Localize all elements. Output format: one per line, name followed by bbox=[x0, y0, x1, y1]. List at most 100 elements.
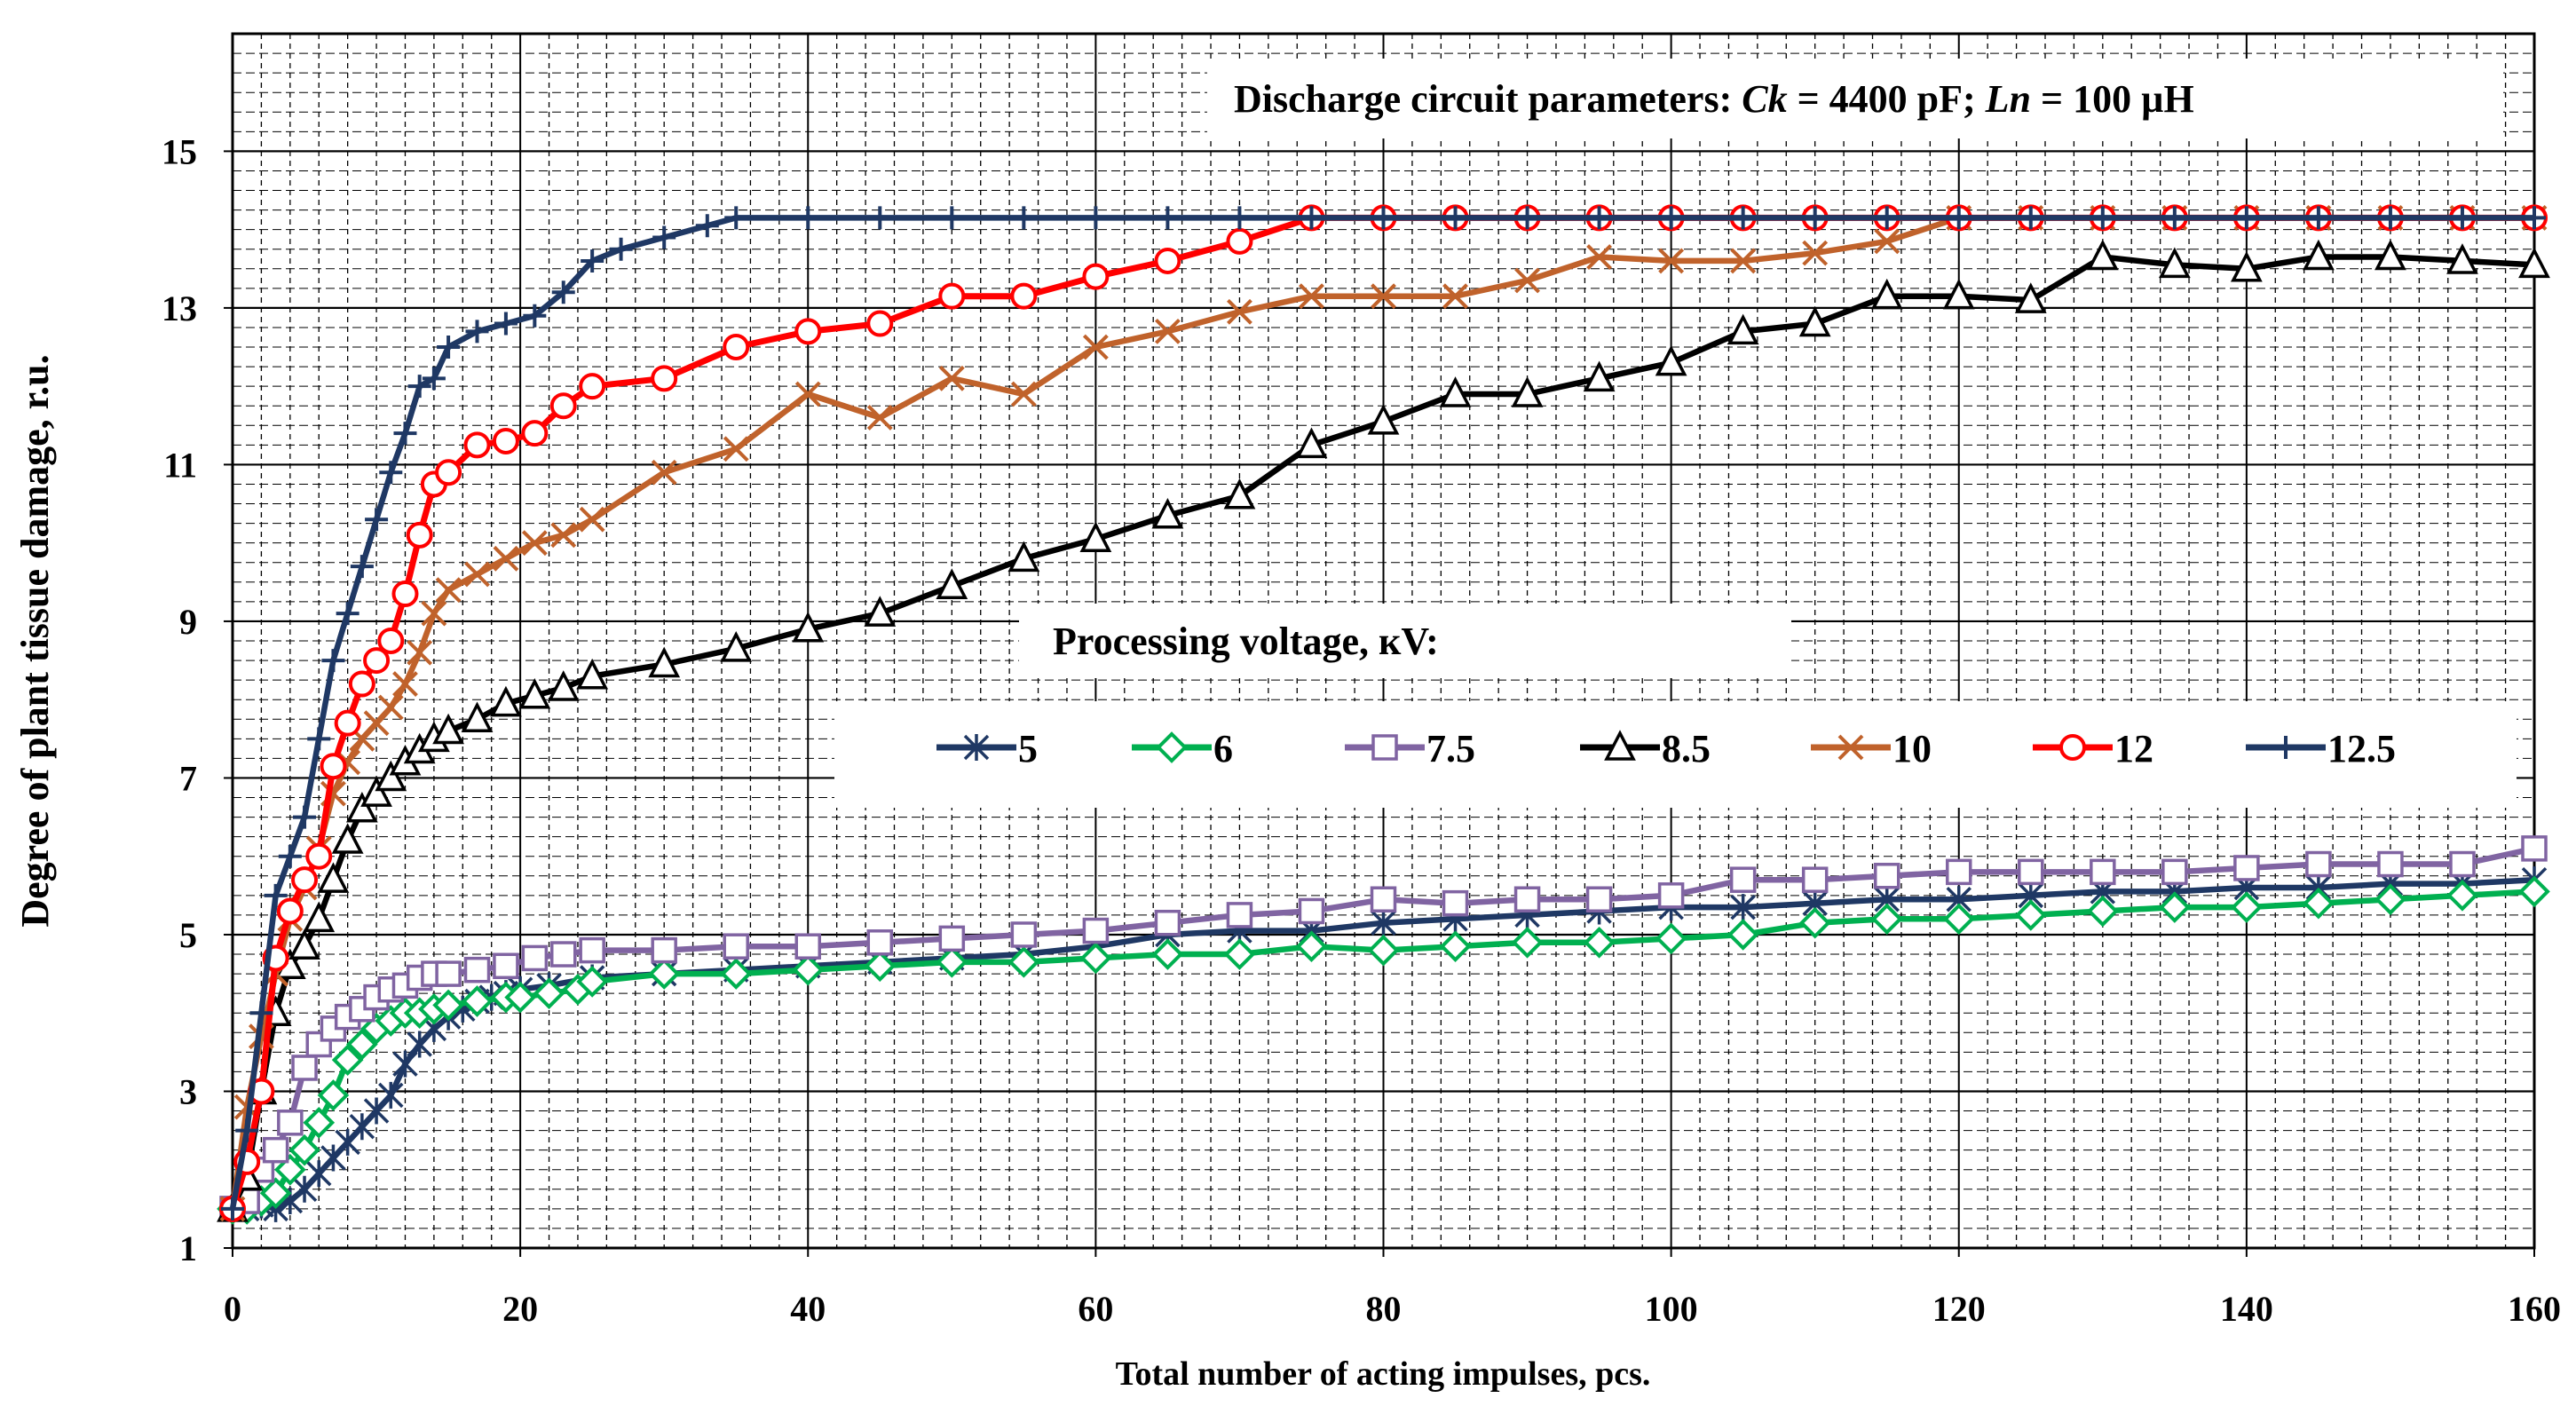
data-point-marker bbox=[493, 545, 519, 572]
series-7_5 bbox=[219, 835, 2548, 1222]
data-point-marker bbox=[523, 304, 547, 328]
data-point-marker bbox=[521, 420, 549, 447]
data-point-marker bbox=[2446, 243, 2478, 274]
data-point-marker bbox=[866, 929, 894, 956]
data-point-marker bbox=[2518, 875, 2550, 908]
data-point-marker bbox=[1151, 938, 1184, 970]
data-point-marker bbox=[2162, 206, 2186, 230]
data-point-marker bbox=[579, 373, 606, 400]
data-point-marker bbox=[720, 958, 753, 990]
data-point-marker bbox=[1367, 404, 1400, 435]
legend-title: Processing voltage, кV: bbox=[1019, 604, 1791, 678]
data-point-marker bbox=[1154, 909, 1181, 936]
data-point-marker bbox=[648, 958, 681, 990]
data-point-marker bbox=[2446, 880, 2478, 912]
data-point-marker bbox=[1223, 478, 1256, 510]
data-point-marker bbox=[1442, 889, 1469, 917]
data-point-marker bbox=[490, 685, 522, 717]
data-point-marker bbox=[2377, 850, 2404, 878]
parameters-annotation: Discharge circuit parameters: Ck = 4400 … bbox=[1207, 59, 2503, 138]
data-point-marker bbox=[1079, 521, 1112, 553]
data-point-marker bbox=[1727, 919, 1759, 951]
data-point-marker bbox=[435, 960, 462, 987]
legend-label: 6 bbox=[1213, 727, 1233, 770]
legend-swatch-marker bbox=[2274, 736, 2297, 759]
data-point-marker bbox=[288, 1134, 320, 1166]
legend-swatch-marker bbox=[1604, 730, 1636, 761]
data-point-marker bbox=[437, 336, 461, 359]
data-point-marker bbox=[320, 753, 347, 780]
data-point-marker bbox=[348, 670, 375, 698]
data-point-marker bbox=[461, 701, 494, 733]
legend-title-background bbox=[1019, 604, 1791, 678]
data-point-marker bbox=[549, 392, 577, 420]
y-tick-label: 5 bbox=[179, 915, 197, 955]
x-tick-label: 140 bbox=[2220, 1289, 2273, 1329]
data-point-marker bbox=[1371, 909, 1396, 936]
data-point-marker bbox=[379, 461, 403, 485]
data-point-marker bbox=[2378, 206, 2402, 230]
data-point-marker bbox=[651, 459, 677, 486]
y-tick-label: 3 bbox=[179, 1071, 197, 1111]
data-point-marker bbox=[2159, 891, 2191, 923]
x-tick-label: 60 bbox=[1078, 1289, 1113, 1329]
data-point-marker bbox=[792, 611, 825, 643]
data-point-marker bbox=[463, 431, 491, 459]
data-point-marker bbox=[249, 1001, 273, 1025]
data-point-marker bbox=[2158, 247, 2191, 279]
data-point-marker bbox=[1942, 278, 1975, 310]
data-point-marker bbox=[651, 936, 677, 964]
data-point-marker bbox=[549, 941, 577, 968]
series-12_5 bbox=[221, 206, 2546, 1220]
data-point-marker bbox=[648, 646, 681, 678]
data-point-marker bbox=[1798, 906, 1831, 939]
legend-label: 10 bbox=[1892, 727, 1932, 770]
legend-entry: 6 bbox=[1132, 727, 1233, 770]
data-point-marker bbox=[1295, 427, 1328, 459]
data-point-marker bbox=[794, 933, 821, 960]
annotation-background bbox=[1207, 59, 2503, 138]
data-point-marker bbox=[464, 561, 490, 588]
data-point-marker bbox=[794, 318, 822, 345]
legend-entry: 12.5 bbox=[2246, 727, 2396, 770]
data-point-marker bbox=[1801, 866, 1829, 893]
data-point-marker bbox=[346, 1028, 378, 1061]
data-point-marker bbox=[259, 1177, 292, 1210]
data-point-marker bbox=[1730, 248, 1757, 274]
y-tick-label: 7 bbox=[179, 758, 197, 798]
data-point-marker bbox=[1870, 903, 1903, 936]
data-point-marker bbox=[652, 225, 676, 249]
data-point-marker bbox=[1298, 897, 1325, 925]
data-point-marker bbox=[1151, 497, 1184, 529]
data-point-marker bbox=[533, 977, 565, 1009]
data-point-marker bbox=[1946, 858, 1972, 886]
data-point-marker bbox=[1511, 376, 1544, 407]
data-point-marker bbox=[1875, 206, 1899, 230]
data-point-marker bbox=[794, 381, 821, 407]
legend-label: 8.5 bbox=[1662, 727, 1711, 770]
data-point-marker bbox=[1299, 283, 1324, 310]
data-point-marker bbox=[393, 422, 417, 446]
data-point-marker bbox=[1942, 903, 1975, 936]
data-point-marker bbox=[2305, 850, 2332, 878]
data-point-marker bbox=[432, 989, 464, 1022]
data-point-marker bbox=[2014, 282, 2047, 313]
data-point-marker bbox=[521, 944, 549, 972]
data-point-marker bbox=[940, 206, 964, 230]
data-point-marker bbox=[235, 1118, 259, 1142]
data-point-marker bbox=[2019, 206, 2043, 230]
data-point-marker bbox=[2521, 835, 2548, 862]
data-point-marker bbox=[1513, 886, 1541, 913]
y-tick-label: 15 bbox=[162, 131, 197, 171]
data-point-marker bbox=[720, 631, 753, 662]
data-point-marker bbox=[350, 555, 374, 579]
data-point-marker bbox=[1007, 541, 1040, 573]
legend-label: 5 bbox=[1018, 727, 1038, 770]
data-point-marker bbox=[695, 214, 719, 238]
data-point-marker bbox=[1873, 863, 1900, 889]
data-point-marker bbox=[345, 791, 378, 823]
data-point-marker bbox=[2450, 206, 2474, 230]
data-point-marker bbox=[422, 367, 446, 391]
data-point-marker bbox=[291, 866, 319, 894]
